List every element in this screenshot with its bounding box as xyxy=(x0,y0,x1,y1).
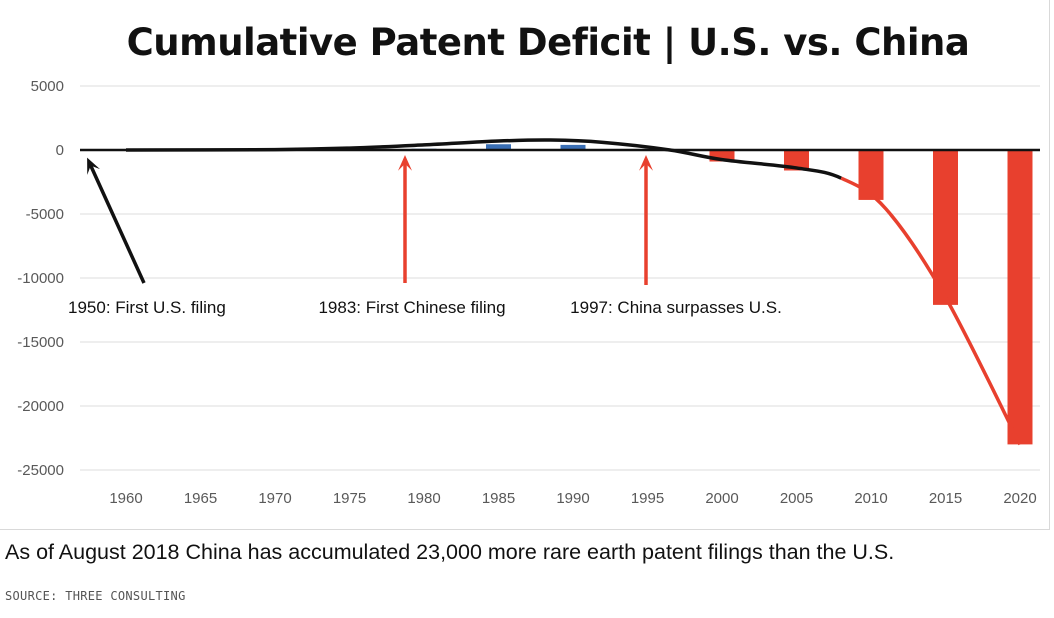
y-tick-label: 0 xyxy=(56,142,64,159)
y-tick-label: -5000 xyxy=(26,206,64,223)
bar-2015 xyxy=(933,150,958,305)
x-tick-label: 1960 xyxy=(109,490,142,507)
x-tick-label: 1990 xyxy=(556,490,589,507)
x-tick-label: 2005 xyxy=(780,490,813,507)
y-tick-label: 5000 xyxy=(31,78,64,95)
bar-2010 xyxy=(858,150,884,200)
trend-line-china-lead xyxy=(840,176,1022,446)
x-tick-label: 1995 xyxy=(631,490,664,507)
x-axis-ticks: 1960 1965 1970 1975 1980 1985 1990 1995 2000 2005… xyxy=(109,490,1036,507)
x-tick-label: 2020 xyxy=(1003,490,1036,507)
chart-caption: As of August 2018 China has accumulated … xyxy=(5,540,895,564)
trend-line xyxy=(125,138,1022,446)
patent-deficit-chart: Cumulative Patent Deficit | U.S. vs. Chi… xyxy=(17,21,1040,507)
y-tick-label: -15000 xyxy=(17,334,64,351)
source-note: SOURCE: THREE CONSULTING xyxy=(5,589,186,603)
x-tick-label: 1985 xyxy=(482,490,515,507)
x-tick-label: 2010 xyxy=(854,490,887,507)
bars xyxy=(411,144,1033,445)
y-tick-label: -25000 xyxy=(17,462,64,479)
chart-title: Cumulative Patent Deficit | U.S. vs. Chi… xyxy=(127,21,970,64)
x-tick-label: 1975 xyxy=(333,490,366,507)
annotation-arrow xyxy=(87,157,146,284)
y-tick-label: -10000 xyxy=(17,270,64,287)
annotation-label: 1997: China surpasses U.S. xyxy=(570,298,782,317)
annotation-label: 1983: First Chinese filing xyxy=(318,298,505,317)
annotation-label: 1950: First U.S. filing xyxy=(68,298,226,317)
y-axis-ticks: 5000 0 -5000 -10000 -15000 -20000 -25000 xyxy=(17,78,64,479)
x-tick-label: 1970 xyxy=(258,490,291,507)
x-tick-label: 1965 xyxy=(184,490,217,507)
bar-2000 xyxy=(709,150,735,162)
bar-1990 xyxy=(560,144,586,150)
bar-1985 xyxy=(486,144,511,150)
y-tick-label: -20000 xyxy=(17,398,64,415)
chart-frame xyxy=(0,0,1050,530)
annotations: 1950: First U.S. filing 1983: First Chine… xyxy=(68,155,782,317)
x-tick-label: 1980 xyxy=(407,490,440,507)
x-tick-label: 2000 xyxy=(705,490,738,507)
x-tick-label: 2015 xyxy=(929,490,962,507)
bar-2020 xyxy=(1007,150,1033,445)
gridlines xyxy=(80,85,1040,471)
